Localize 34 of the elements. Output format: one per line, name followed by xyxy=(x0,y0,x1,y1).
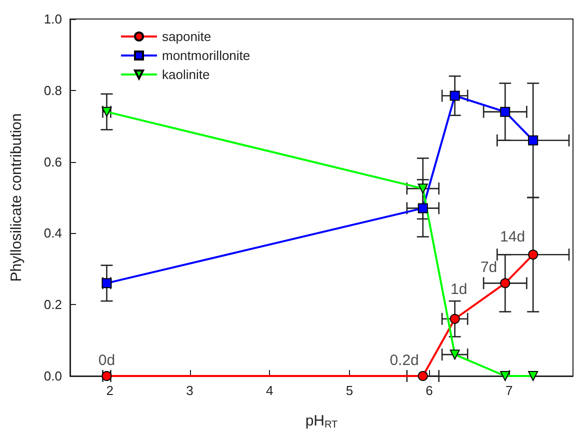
point xyxy=(450,350,460,360)
y-axis-title: Phyllosilicate contribution xyxy=(8,113,25,282)
y-tick-label: 0.4 xyxy=(44,226,62,241)
y-tick-label: 0.8 xyxy=(44,82,62,98)
annotation: 14d xyxy=(500,228,526,246)
annotation: 7d xyxy=(480,259,498,276)
annotation: 0.2d xyxy=(390,352,419,369)
point xyxy=(418,184,428,194)
point xyxy=(500,278,510,288)
y-tick-label: 1.0 xyxy=(44,12,62,26)
legend-label: kaolinite xyxy=(162,67,210,82)
x-tick-label: 5 xyxy=(346,383,354,398)
point xyxy=(528,135,538,146)
x-tick-label: 7 xyxy=(506,383,513,398)
point xyxy=(528,371,538,381)
x-tick-label: 2 xyxy=(106,383,114,398)
point xyxy=(418,371,428,381)
legend-label: saponite xyxy=(162,29,212,44)
point xyxy=(450,90,460,101)
annotation: 0d xyxy=(98,352,116,369)
x-tick-label: 4 xyxy=(266,383,274,398)
point xyxy=(500,106,510,117)
x-tick-label: 6 xyxy=(426,383,433,398)
point xyxy=(500,371,510,381)
x-tick-label: 3 xyxy=(186,383,194,398)
annotation: 1d xyxy=(450,280,468,298)
y-tick-label: 0.6 xyxy=(44,154,62,170)
legend-label: montmorillonite xyxy=(162,48,250,63)
y-tick-label: 0.2 xyxy=(44,297,62,312)
y-tick-label: 0.0 xyxy=(44,368,62,384)
point xyxy=(418,203,428,214)
point xyxy=(450,314,460,324)
point xyxy=(528,250,538,260)
point xyxy=(102,371,112,381)
